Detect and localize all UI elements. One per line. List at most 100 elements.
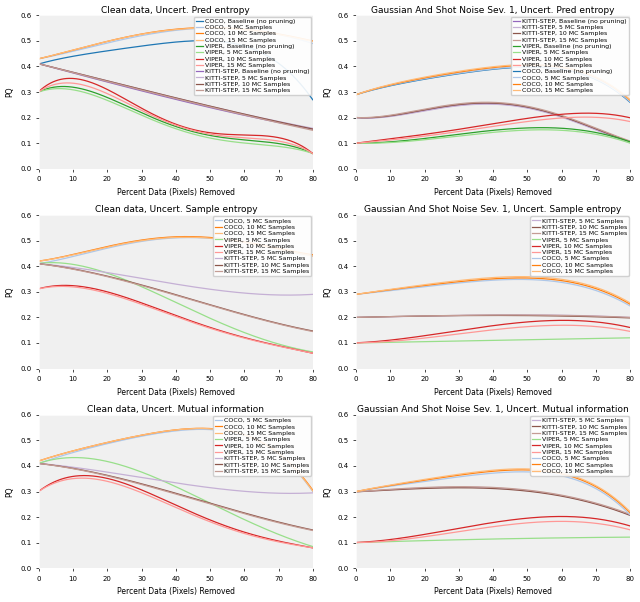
COCO, 15 MC Samples bbox=[521, 273, 529, 281]
Line: VIPER, 15 MC Samples: VIPER, 15 MC Samples bbox=[39, 478, 313, 548]
VIPER, 5 MC Samples bbox=[309, 150, 317, 157]
VIPER, 10 MC Samples bbox=[198, 513, 206, 520]
COCO, 5 MC Samples bbox=[584, 72, 591, 79]
COCO, 10 MC Samples bbox=[515, 62, 522, 69]
VIPER, 10 MC Samples bbox=[198, 128, 206, 135]
VIPER, 10 MC Samples bbox=[353, 539, 361, 546]
COCO, 5 MC Samples bbox=[515, 63, 522, 70]
KITTI-STEP, 5 MC Samples bbox=[266, 291, 273, 299]
KITTI-STEP, 15 MC Samples bbox=[483, 99, 490, 106]
KITTI-STEP, Baseline (no pruning) bbox=[309, 125, 317, 132]
VIPER, 15 MC Samples bbox=[626, 327, 634, 335]
VIPER, 15 MC Samples bbox=[204, 517, 211, 524]
COCO, 15 MC Samples bbox=[626, 299, 634, 306]
COCO, 15 MC Samples bbox=[584, 281, 591, 288]
Line: VIPER, 15 MC Samples: VIPER, 15 MC Samples bbox=[356, 521, 630, 542]
VIPER, 15 MC Samples bbox=[515, 324, 522, 331]
COCO, 15 MC Samples bbox=[521, 465, 529, 473]
Line: VIPER, 10 MC Samples: VIPER, 10 MC Samples bbox=[356, 517, 630, 542]
KITTI-STEP, 15 MC Samples bbox=[584, 497, 591, 504]
VIPER, 10 MC Samples bbox=[584, 110, 591, 117]
KITTI-STEP, 5 MC Samples bbox=[602, 503, 609, 510]
VIPER, 10 MC Samples bbox=[36, 87, 44, 94]
VIPER, Baseline (no pruning) bbox=[515, 125, 523, 132]
Line: COCO, 15 MC Samples: COCO, 15 MC Samples bbox=[39, 429, 313, 491]
VIPER, Baseline (no pruning) bbox=[353, 140, 360, 147]
KITTI-STEP, 5 MC Samples bbox=[197, 483, 205, 490]
VIPER, 15 MC Samples bbox=[198, 129, 206, 136]
Line: KITTI-STEP, 15 MC Samples: KITTI-STEP, 15 MC Samples bbox=[39, 464, 313, 530]
COCO, 10 MC Samples bbox=[518, 467, 526, 474]
COCO, 15 MC Samples bbox=[199, 234, 207, 241]
VIPER, 10 MC Samples bbox=[353, 140, 361, 147]
Line: COCO, 15 MC Samples: COCO, 15 MC Samples bbox=[356, 469, 630, 512]
VIPER, Baseline (no pruning) bbox=[59, 83, 67, 90]
KITTI-STEP, 5 MC Samples bbox=[515, 311, 523, 318]
Line: COCO, 5 MC Samples: COCO, 5 MC Samples bbox=[39, 429, 313, 491]
KITTI-STEP, 15 MC Samples bbox=[203, 102, 211, 110]
COCO, 10 MC Samples bbox=[36, 55, 44, 62]
Line: KITTI-STEP, 5 MC Samples: KITTI-STEP, 5 MC Samples bbox=[39, 64, 313, 128]
KITTI-STEP, 10 MC Samples bbox=[35, 60, 43, 67]
KITTI-STEP, 10 MC Samples bbox=[198, 299, 206, 306]
KITTI-STEP, 15 MC Samples bbox=[284, 521, 291, 529]
COCO, 10 MC Samples bbox=[184, 233, 191, 240]
VIPER, 15 MC Samples bbox=[63, 79, 71, 87]
VIPER, 15 MC Samples bbox=[520, 520, 527, 527]
COCO, 5 MC Samples bbox=[36, 260, 44, 267]
COCO, 10 MC Samples bbox=[520, 61, 527, 69]
VIPER, 10 MC Samples bbox=[284, 539, 292, 547]
COCO, 10 MC Samples bbox=[284, 32, 292, 39]
VIPER, 10 MC Samples bbox=[515, 319, 522, 326]
VIPER, 10 MC Samples bbox=[515, 116, 522, 123]
VIPER, 5 MC Samples bbox=[515, 337, 522, 344]
KITTI-STEP, 5 MC Samples bbox=[203, 285, 211, 293]
VIPER, 15 MC Samples bbox=[353, 340, 361, 347]
KITTI-STEP, 15 MC Samples bbox=[198, 101, 206, 108]
VIPER, Baseline (no pruning) bbox=[585, 128, 593, 135]
VIPER, 10 MC Samples bbox=[353, 539, 360, 546]
KITTI-STEP, 5 MC Samples bbox=[521, 104, 529, 111]
Line: KITTI-STEP, Baseline (no pruning): KITTI-STEP, Baseline (no pruning) bbox=[356, 104, 630, 142]
COCO, 5 MC Samples bbox=[528, 63, 536, 70]
VIPER, 5 MC Samples bbox=[585, 129, 593, 137]
COCO, 5 MC Samples bbox=[626, 511, 634, 518]
VIPER, 10 MC Samples bbox=[199, 128, 207, 135]
VIPER, 5 MC Samples bbox=[353, 539, 360, 546]
KITTI-STEP, 5 MC Samples bbox=[203, 102, 211, 109]
KITTI-STEP, 10 MC Samples bbox=[521, 312, 529, 319]
KITTI-STEP, 15 MC Samples bbox=[353, 114, 360, 121]
VIPER, 5 MC Samples bbox=[55, 85, 63, 92]
VIPER, 15 MC Samples bbox=[309, 350, 317, 357]
VIPER, 5 MC Samples bbox=[48, 259, 56, 266]
KITTI-STEP, 5 MC Samples bbox=[309, 291, 317, 298]
VIPER, 10 MC Samples bbox=[559, 317, 567, 324]
Line: VIPER, Baseline (no pruning): VIPER, Baseline (no pruning) bbox=[356, 128, 630, 143]
VIPER, 15 MC Samples bbox=[78, 474, 86, 482]
VIPER, Baseline (no pruning) bbox=[516, 125, 524, 132]
KITTI-STEP, 15 MC Samples bbox=[197, 101, 205, 108]
COCO, 5 MC Samples bbox=[353, 91, 360, 98]
VIPER, 15 MC Samples bbox=[626, 526, 634, 533]
KITTI-STEP, 10 MC Samples bbox=[626, 512, 634, 519]
KITTI-STEP, 5 MC Samples bbox=[353, 314, 360, 321]
X-axis label: Percent Data (Pixels) Removed: Percent Data (Pixels) Removed bbox=[117, 388, 235, 397]
VIPER, 5 MC Samples bbox=[35, 460, 43, 467]
Line: COCO, 15 MC Samples: COCO, 15 MC Samples bbox=[39, 28, 313, 59]
VIPER, 5 MC Samples bbox=[600, 335, 608, 342]
COCO, 10 MC Samples bbox=[267, 444, 275, 452]
KITTI-STEP, 10 MC Samples bbox=[203, 102, 211, 109]
KITTI-STEP, Baseline (no pruning) bbox=[584, 123, 591, 130]
VIPER, 15 MC Samples bbox=[515, 520, 523, 527]
KITTI-STEP, 5 MC Samples bbox=[521, 311, 529, 318]
VIPER, 15 MC Samples bbox=[198, 515, 206, 522]
KITTI-STEP, 5 MC Samples bbox=[353, 114, 361, 121]
Line: KITTI-STEP, 10 MC Samples: KITTI-STEP, 10 MC Samples bbox=[356, 488, 630, 515]
Line: COCO, 10 MC Samples: COCO, 10 MC Samples bbox=[356, 470, 630, 513]
KITTI-STEP, 10 MC Samples bbox=[584, 122, 591, 129]
Title: Gaussian And Shot Noise Sev. 1, Uncert. Mutual information: Gaussian And Shot Noise Sev. 1, Uncert. … bbox=[357, 405, 629, 414]
KITTI-STEP, 5 MC Samples bbox=[602, 130, 609, 137]
VIPER, 15 MC Samples bbox=[515, 324, 523, 331]
VIPER, 15 MC Samples bbox=[353, 140, 360, 147]
COCO, 15 MC Samples bbox=[199, 425, 207, 432]
